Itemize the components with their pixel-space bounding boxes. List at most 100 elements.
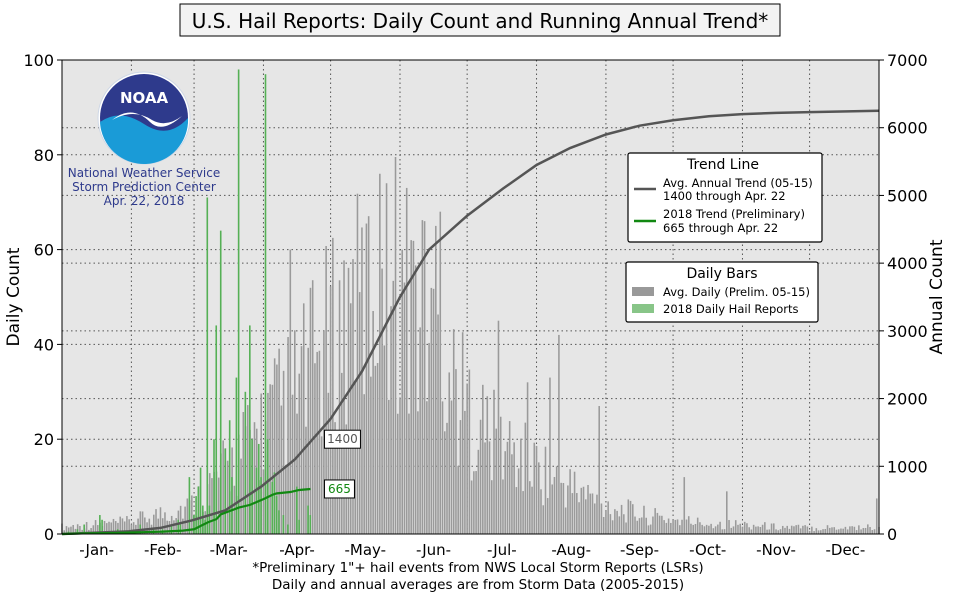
avg-daily-bar: [875, 498, 878, 534]
avg-daily-bar: [551, 484, 553, 534]
avg-daily-bar: [560, 482, 562, 534]
daily-2018-bar: [282, 515, 285, 534]
avg-daily-bar: [766, 529, 768, 534]
legend-trend-avg-line2: 1400 through Apr. 22: [663, 189, 786, 203]
avg-daily-bar: [683, 477, 686, 534]
daily-2018-bar: [298, 519, 300, 534]
avg-daily-bar: [126, 516, 128, 534]
avg-daily-bar: [607, 501, 609, 534]
avg-daily-bar: [182, 518, 184, 534]
avg-daily-bar: [260, 393, 262, 534]
avg-daily-bar: [466, 383, 468, 534]
avg-daily-bar: [341, 372, 343, 534]
daily-2018-bar: [193, 515, 195, 534]
avg-daily-bar: [285, 464, 287, 534]
avg-daily-bar: [141, 511, 144, 534]
avg-daily-bar: [631, 504, 634, 534]
daily-2018-bar: [251, 439, 253, 534]
avg-daily-bar: [828, 527, 831, 534]
avg-daily-bar: [549, 377, 551, 534]
daily-2018-bar: [278, 510, 280, 534]
avg-daily-bar: [464, 410, 466, 534]
right-y-ticks: 0 1000 2000 3000 4000 5000 6000 7000: [879, 51, 928, 544]
avg-daily-bar: [287, 337, 289, 534]
avg-daily-bar: [271, 384, 274, 534]
avg-daily-bar: [614, 509, 616, 534]
avg-daily-bar: [401, 249, 404, 534]
avg-daily-bar: [137, 518, 139, 534]
avg-daily-bar: [504, 451, 506, 534]
y-tick-label: 80: [34, 146, 54, 165]
avg-daily-bar: [799, 528, 802, 534]
avg-daily-bar: [833, 527, 836, 534]
avg-daily-bar: [580, 487, 583, 534]
avg-daily-bar: [701, 524, 703, 534]
avg-daily-bar: [450, 400, 453, 534]
avg-daily-bar: [105, 523, 108, 534]
avg-daily-bar: [432, 288, 435, 534]
avg-daily-bar: [269, 384, 271, 534]
daily-2018-bar: [228, 420, 231, 534]
avg-daily-bar: [63, 530, 66, 534]
avg-daily-bar: [730, 527, 733, 534]
legend-bars-title: Daily Bars: [686, 266, 757, 282]
avg-daily-bar: [723, 529, 726, 534]
x-tick-label: -Mar-: [210, 541, 248, 559]
avg-daily-bar: [302, 303, 305, 534]
avg-daily-bar: [652, 516, 654, 534]
avg-daily-bar: [542, 505, 545, 534]
avg-daily-bar: [493, 389, 495, 534]
avg-daily-bar: [824, 529, 827, 534]
avg-daily-bar: [739, 523, 742, 534]
avg-daily-bar: [699, 522, 701, 534]
avg-daily-bar: [374, 365, 377, 534]
legend-bars-swatch-2018: [632, 304, 654, 313]
avg-daily-bar: [589, 493, 592, 534]
avg-daily-bar: [576, 493, 578, 534]
avg-daily-bar: [629, 500, 632, 534]
avg-daily-bar: [428, 342, 430, 534]
legend-trend-avg-line1: Avg. Annual Trend (05-15): [663, 176, 813, 190]
daily-2018-bar: [237, 69, 240, 534]
avg-daily-bar: [455, 369, 457, 534]
avg-daily-bar: [748, 527, 750, 534]
avg-daily-bar: [273, 358, 276, 534]
avg-daily-bar: [390, 306, 392, 534]
avg-daily-bar: [714, 526, 717, 534]
avg-daily-bar: [781, 525, 784, 534]
avg-daily-bar: [873, 529, 876, 534]
avg-daily-bar: [388, 399, 390, 534]
avg-daily-bar: [164, 512, 166, 534]
daily-2018-bar: [275, 496, 278, 534]
avg-daily-bar: [667, 518, 670, 534]
avg-daily-bar: [282, 370, 285, 534]
avg-daily-bar: [157, 518, 160, 534]
avg-daily-bar: [569, 469, 571, 534]
daily-2018-bar: [296, 486, 298, 534]
y2-tick-label: 4000: [887, 254, 928, 273]
avg-daily-bar: [376, 363, 379, 534]
avg-daily-bar: [426, 401, 428, 534]
noaa-emblem-text: NOAA: [120, 89, 169, 107]
avg-daily-bar: [217, 477, 220, 534]
avg-daily-bar: [370, 376, 372, 534]
avg-daily-bar: [663, 520, 665, 534]
avg-daily-bar: [506, 441, 509, 534]
avg-daily-bar: [305, 426, 307, 534]
avg-daily-bar: [844, 526, 847, 534]
avg-annual-trend-line: [61, 109, 880, 536]
avg-daily-bar: [553, 477, 556, 534]
daily-2018-bar: [224, 448, 226, 534]
logo-line1: National Weather Service: [68, 166, 221, 180]
avg-daily-bar: [690, 523, 692, 534]
annotation-2018-text: 665: [328, 482, 351, 496]
daily-2018-bar: [170, 524, 173, 534]
avg-daily-bar: [121, 518, 124, 534]
avg-daily-bar: [524, 422, 527, 534]
avg-daily-bar: [423, 221, 426, 534]
avg-daily-bar: [869, 527, 871, 534]
avg-daily-bar: [773, 523, 775, 534]
daily-2018-bar: [208, 505, 211, 534]
avg-daily-bar: [345, 424, 348, 534]
